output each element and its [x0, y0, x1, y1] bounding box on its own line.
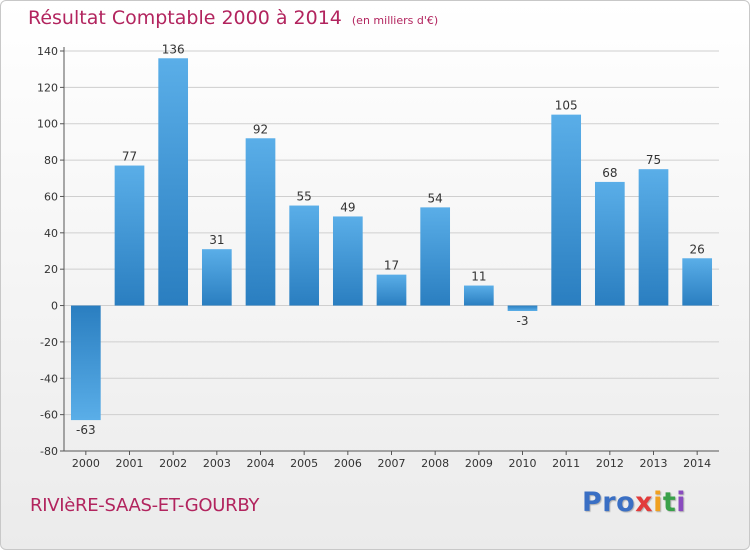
data-label-2006: 49 — [340, 200, 355, 214]
logo-part-1: Pro — [582, 487, 636, 518]
x-tick-label: 2012 — [596, 457, 624, 470]
data-label-2004: 92 — [253, 122, 268, 136]
x-tick-label: 2007 — [378, 457, 406, 470]
data-label-2010: -3 — [517, 314, 529, 328]
x-tick-label: 2011 — [552, 457, 580, 470]
chart-subtitle: (en milliers d'€) — [351, 14, 439, 27]
chart-title: Résultat Comptable 2000 à 2014 (en millie… — [28, 7, 438, 29]
x-tick-label: 2014 — [683, 457, 711, 470]
x-tick-label: 2013 — [640, 457, 668, 470]
y-tick-label: 20 — [44, 263, 58, 276]
x-tick-label: 2003 — [203, 457, 231, 470]
x-tick-label: 2005 — [290, 457, 318, 470]
y-tick-label: 80 — [44, 154, 58, 167]
x-tick-label: 2009 — [465, 457, 493, 470]
data-label-2009: 11 — [471, 270, 486, 284]
y-tick-label: 60 — [44, 190, 58, 203]
y-tick-label: -20 — [40, 336, 58, 349]
bar-2002 — [158, 58, 189, 306]
x-tick-label: 2002 — [159, 457, 187, 470]
y-tick-label: -60 — [40, 409, 58, 422]
bar-2007 — [376, 274, 407, 306]
y-tick-label: -80 — [40, 445, 58, 458]
x-tick-label: 2000 — [72, 457, 100, 470]
x-tick-label: 2001 — [116, 457, 144, 470]
y-tick-label: 0 — [51, 300, 58, 313]
bar-2006 — [332, 216, 363, 306]
data-label-2011: 105 — [555, 99, 578, 113]
bar-2000 — [70, 305, 101, 421]
data-label-2014: 26 — [690, 242, 705, 256]
x-tick-label: 2010 — [509, 457, 537, 470]
x-tick-label: 2006 — [334, 457, 362, 470]
data-label-2003: 31 — [209, 233, 224, 247]
data-label-2005: 55 — [297, 190, 312, 204]
data-label-2008: 54 — [428, 191, 443, 205]
bar-2014 — [682, 258, 713, 306]
bar-2003 — [201, 249, 232, 306]
data-label-2001: 77 — [122, 150, 137, 164]
logo-part-4: t — [662, 487, 677, 518]
bar-2004 — [245, 138, 276, 306]
bar-2005 — [289, 205, 320, 306]
bar-2012 — [594, 181, 625, 306]
data-label-2012: 68 — [602, 166, 617, 180]
bar-2008 — [420, 207, 451, 306]
x-tick-label: 2008 — [421, 457, 449, 470]
bar-2013 — [638, 169, 669, 306]
bar-2010 — [507, 305, 538, 311]
y-tick-label: -40 — [40, 372, 58, 385]
y-tick-label: 120 — [37, 81, 58, 94]
data-label-2007: 17 — [384, 259, 399, 273]
y-tick-label: 40 — [44, 227, 58, 240]
logo-part-5: i — [676, 487, 687, 518]
x-tick-label: 2004 — [247, 457, 275, 470]
bar-2011 — [551, 114, 582, 306]
commune-name: RIVIèRE-SAAS-ET-GOURBY — [30, 495, 260, 516]
data-label-2013: 75 — [646, 153, 661, 167]
y-tick-label: 140 — [37, 45, 58, 58]
logo-part-2: x — [635, 487, 654, 518]
bar-2009 — [463, 285, 494, 306]
chart-title-text: Résultat Comptable 2000 à 2014 — [28, 7, 342, 29]
data-label-2002: 136 — [162, 42, 185, 56]
bar-2001 — [114, 165, 145, 306]
logo-part-3: i — [653, 487, 663, 518]
proxiti-logo: Proxiti — [582, 487, 686, 518]
data-label-2000: -63 — [76, 423, 96, 437]
y-tick-label: 100 — [37, 118, 58, 131]
